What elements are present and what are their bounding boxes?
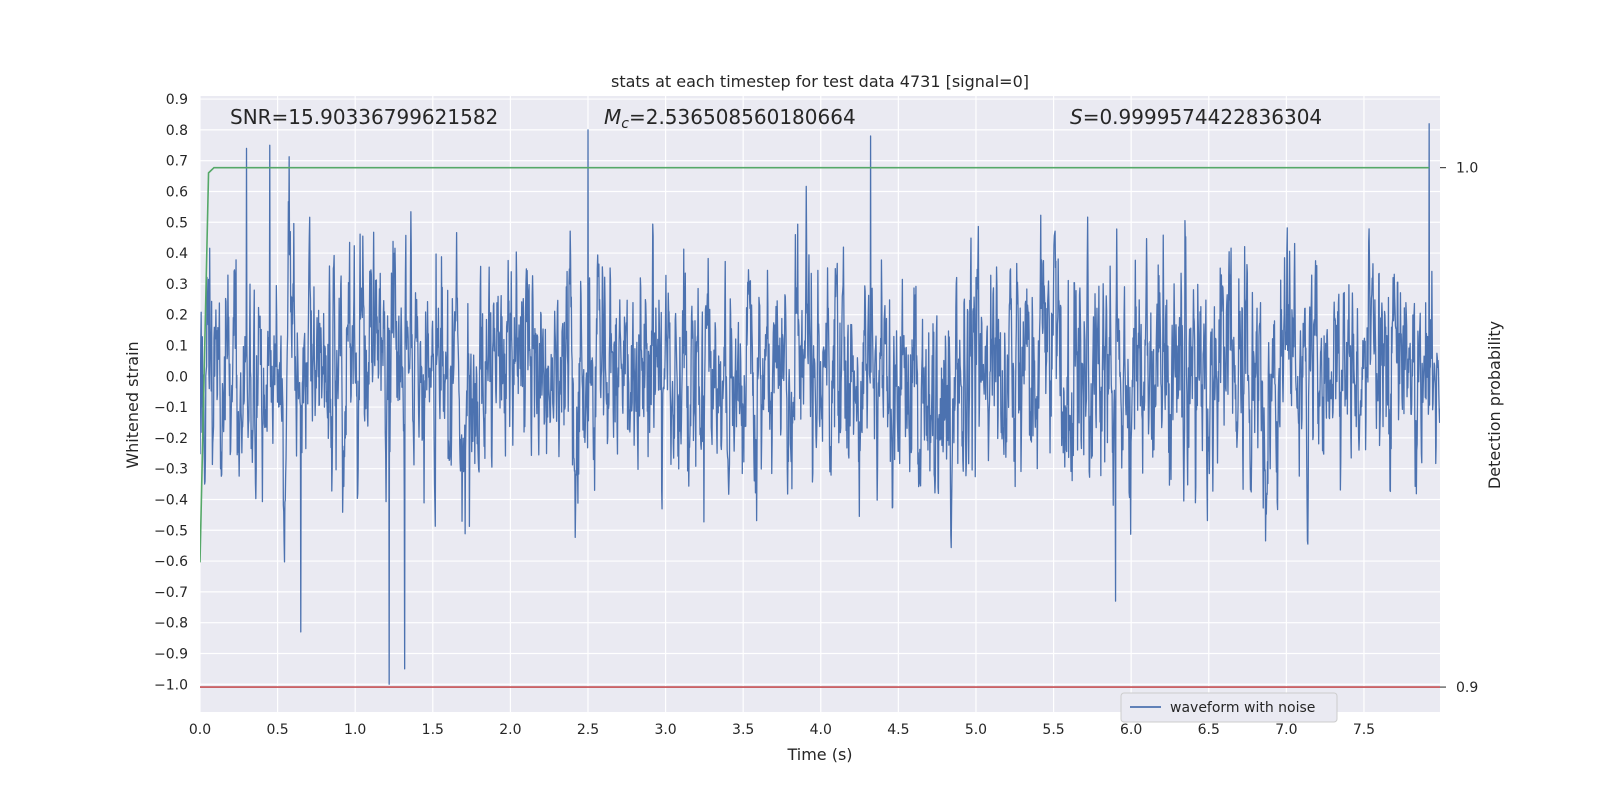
y-tick-label: 0.2	[166, 308, 188, 324]
y-tick-label: 0.0	[166, 369, 188, 385]
x-tick-label: 4.0	[810, 722, 832, 738]
x-tick-label: 1.5	[422, 722, 444, 738]
legend-label: waveform with noise	[1170, 700, 1315, 716]
y2-tick-label: 0.9	[1456, 680, 1478, 696]
y-tick-label: 0.6	[166, 184, 188, 200]
s-value: =0.9999574422836304	[1083, 105, 1322, 129]
x-tick-label: 1.0	[344, 722, 366, 738]
x-tick-label: 6.5	[1198, 722, 1220, 738]
y-tick-label: −0.1	[154, 400, 188, 416]
waveform-line	[200, 123, 1440, 685]
x-tick-label: 3.0	[654, 722, 676, 738]
mc-value: =2.536508560180664	[629, 105, 856, 129]
x-tick-label: 2.0	[499, 722, 521, 738]
x-tick-label: 5.5	[1042, 722, 1064, 738]
x-tick-label: 2.5	[577, 722, 599, 738]
chart-title: stats at each timestep for test data 473…	[611, 72, 1029, 91]
series-layer	[200, 123, 1440, 688]
y2-axis-label: Detection probability	[1485, 321, 1504, 489]
x-tick-label: 0.0	[189, 722, 211, 738]
y-tick-label: −1.0	[154, 677, 188, 693]
y-axis-label: Whitened strain	[123, 341, 142, 468]
x-tick-label: 3.5	[732, 722, 754, 738]
mc-symbol: M	[604, 105, 621, 129]
y-tick-label: −0.4	[154, 492, 188, 508]
mc-subscript: c	[621, 116, 629, 132]
y-tick-label: −0.5	[154, 523, 188, 539]
y-tick-label: 0.4	[166, 246, 188, 262]
s-symbol: S	[1070, 105, 1083, 129]
ticks: 0.0 0.5 1.0 1.5 2.0 2.5 3.0 3.5 4.0 4.5 5.0 5.5 6.0 6…	[154, 92, 1478, 738]
x-tick-label: 6.0	[1120, 722, 1142, 738]
y-tick-label: −0.7	[154, 585, 188, 601]
y-tick-label: 0.9	[166, 92, 188, 108]
x-tick-label: 0.5	[266, 722, 288, 738]
mc-annotation: Mc=2.536508560180664	[604, 105, 856, 132]
snr-annotation: SNR=15.90336799621582	[230, 105, 498, 129]
y-tick-label: −0.2	[154, 431, 188, 447]
x-tick-label: 4.5	[887, 722, 909, 738]
x-tick-label: 7.5	[1353, 722, 1375, 738]
y-tick-label: 0.1	[166, 338, 188, 354]
y-tick-label: 0.8	[166, 123, 188, 139]
probability-line	[200, 166, 1430, 563]
y-tick-label: −0.6	[154, 554, 188, 570]
s-annotation: S=0.9999574422836304	[1070, 105, 1322, 129]
y-tick-label: −0.9	[154, 646, 188, 662]
y-tick-label: −0.3	[154, 462, 188, 478]
x-tick-label: 5.0	[965, 722, 987, 738]
legend-box	[1120, 692, 1338, 723]
legend: waveform with noise	[1120, 692, 1338, 723]
y2-tick-label: 1.0	[1456, 161, 1478, 177]
x-tick-label: 7.0	[1275, 722, 1297, 738]
x-axis-label: Time (s)	[786, 745, 852, 764]
y-tick-label: −0.8	[154, 616, 188, 632]
y-tick-label: 0.3	[166, 277, 188, 293]
y-tick-label: 0.5	[166, 215, 188, 231]
y-tick-label: 0.7	[166, 154, 188, 170]
